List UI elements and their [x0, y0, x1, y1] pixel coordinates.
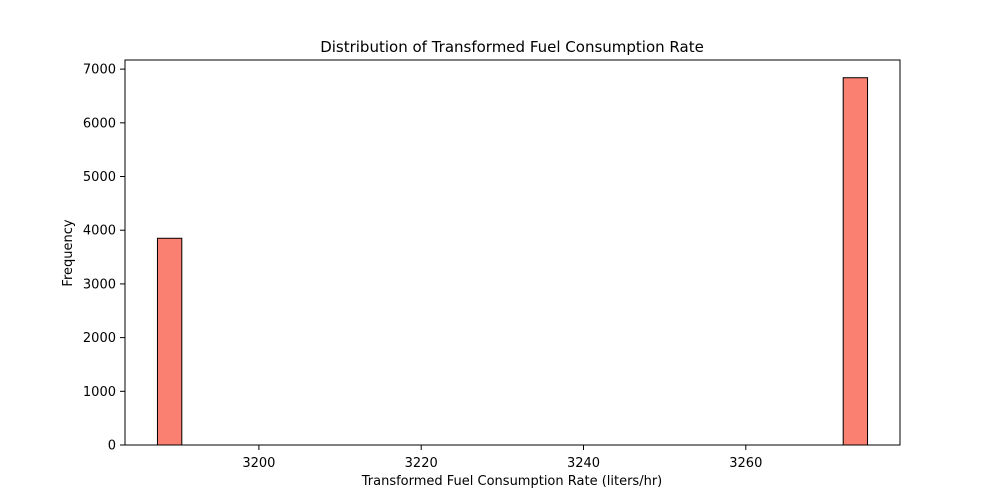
y-tick-label-1: 0	[108, 439, 116, 454]
y-tick-label-5: 4000	[83, 224, 116, 239]
histogram-bar-1	[156, 237, 183, 446]
chart-title: Distribution of Transformed Fuel Consump…	[320, 38, 704, 56]
y-axis-label: Frequency	[61, 219, 76, 286]
x-tick-label-1: 3200	[242, 456, 275, 471]
y-tick-label-8: 7000	[83, 63, 116, 78]
x-axis-label: Transformed Fuel Consumption Rate (liter…	[361, 474, 663, 489]
y-tick-label-6: 5000	[83, 170, 116, 185]
plot-area: 0 1000 2000 3000 4000 5000 6000 7000 3200 3220 324…	[83, 59, 901, 471]
x-tick-label-3: 3240	[567, 456, 600, 471]
y-tick-label-7: 6000	[83, 116, 116, 131]
y-tick-label-2: 1000	[83, 385, 116, 400]
plot-frame	[124, 59, 901, 446]
x-tick-label-4: 3260	[729, 456, 762, 471]
y-tick-label-3: 2000	[83, 331, 116, 346]
histogram-bar-2	[842, 77, 869, 446]
y-tick-label-4: 3000	[83, 277, 116, 292]
x-tick-label-2: 3220	[405, 456, 438, 471]
